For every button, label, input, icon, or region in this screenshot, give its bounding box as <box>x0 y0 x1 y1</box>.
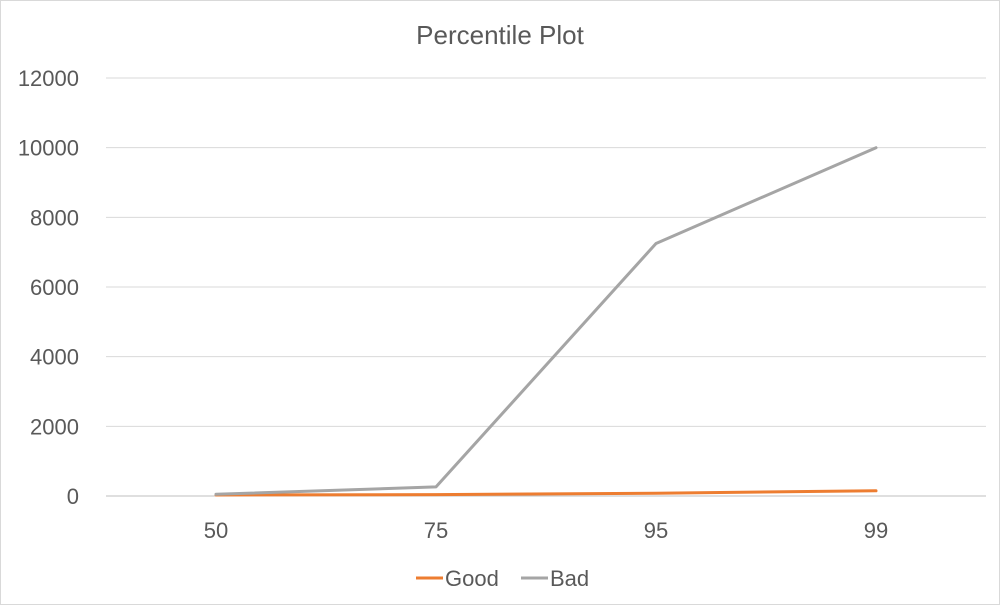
gridlines <box>106 77 986 497</box>
x-axis-tick-labels: 50 75 95 99 <box>204 518 888 543</box>
series-lines <box>214 146 878 497</box>
chart-title: Percentile Plot <box>416 20 584 50</box>
y-tick-label: 8000 <box>30 205 79 230</box>
x-tick-label: 95 <box>644 518 668 543</box>
x-tick-label: 50 <box>204 518 228 543</box>
legend-item-bad: Bad <box>521 566 589 591</box>
legend: Good Bad <box>416 566 589 591</box>
y-tick-label: 12000 <box>18 66 79 91</box>
y-tick-label: 10000 <box>18 136 79 161</box>
y-tick-label: 0 <box>67 484 79 509</box>
x-tick-label: 75 <box>424 518 448 543</box>
y-tick-label: 2000 <box>30 414 79 439</box>
legend-label: Bad <box>550 566 589 591</box>
y-axis-tick-labels: 0 2000 4000 6000 8000 10000 12000 <box>18 66 79 509</box>
legend-label: Good <box>445 566 499 591</box>
series-line-bad <box>214 146 878 496</box>
y-tick-label: 4000 <box>30 345 79 370</box>
x-tick-label: 99 <box>864 518 888 543</box>
series-line-good <box>214 489 878 497</box>
legend-item-good: Good <box>416 566 499 591</box>
y-tick-label: 6000 <box>30 275 79 300</box>
